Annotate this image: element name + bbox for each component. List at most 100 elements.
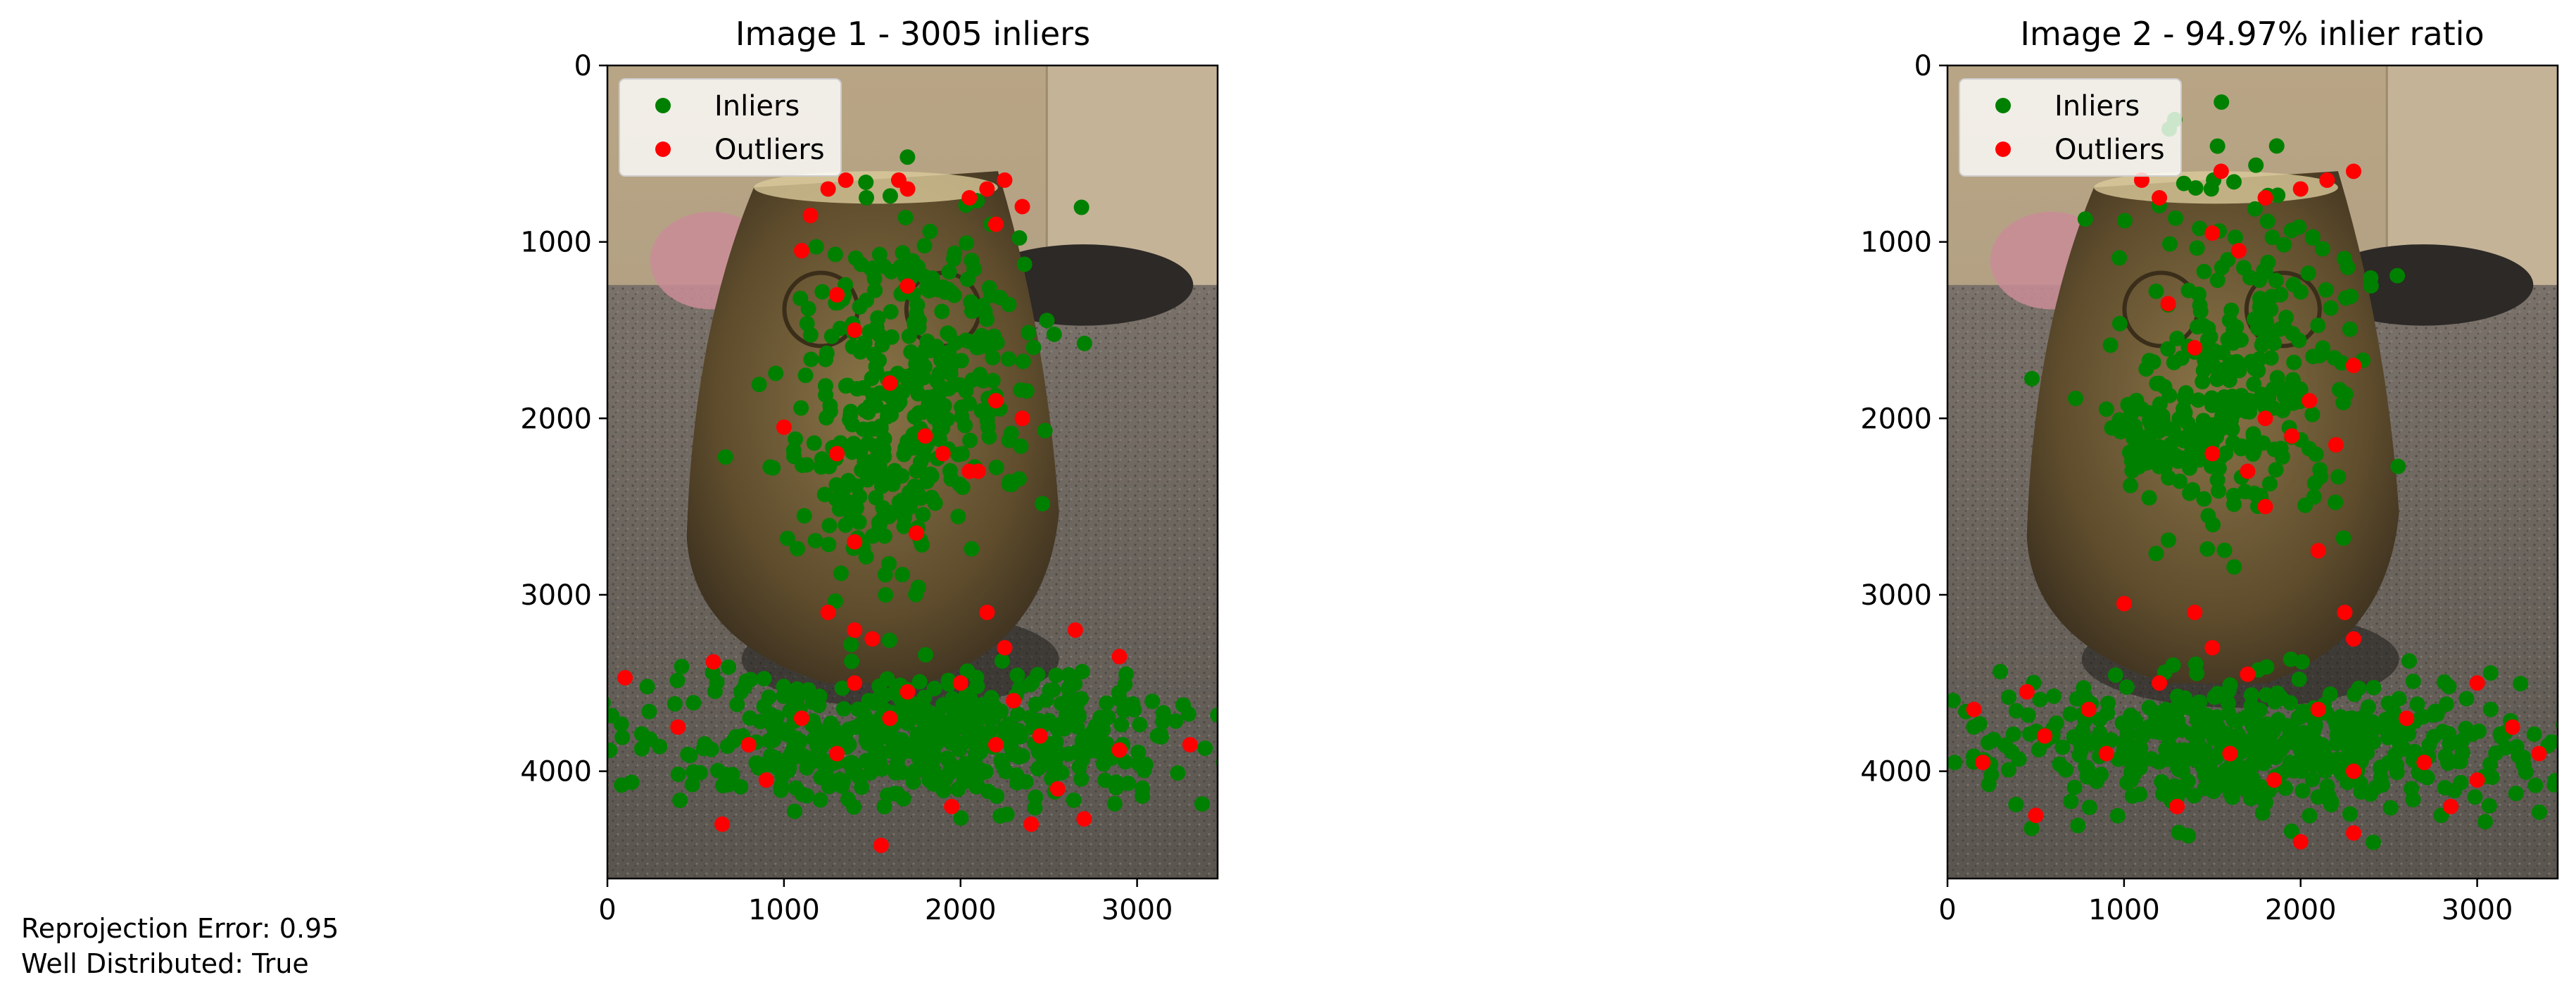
- inlier-point: [1152, 726, 1168, 743]
- inlier-point: [2389, 764, 2405, 781]
- inlier-point: [2245, 428, 2261, 444]
- outlier-point: [793, 710, 809, 726]
- inlier-point: [846, 799, 862, 815]
- inlier-point: [883, 304, 899, 320]
- inlier-point: [2310, 317, 2326, 334]
- outlier-point: [1966, 701, 1982, 717]
- inlier-point: [2291, 672, 2307, 688]
- inlier-point: [2243, 687, 2259, 703]
- inlier-point: [2112, 424, 2128, 440]
- inlier-point: [2100, 695, 2116, 712]
- inlier-point: [840, 722, 857, 738]
- inlier-point: [1045, 682, 1061, 698]
- inlier-point: [2342, 321, 2358, 337]
- x-tick-label: 2000: [2265, 894, 2337, 926]
- inlier-point: [936, 714, 952, 730]
- inlier-point: [2151, 375, 2167, 391]
- outlier-point: [2469, 675, 2485, 691]
- inlier-point: [641, 703, 657, 719]
- y-tick-label: 3000: [520, 579, 592, 612]
- outlier-point: [829, 745, 845, 762]
- inlier-point: [1869, 686, 1884, 701]
- inlier-point: [1068, 744, 1085, 760]
- inlier-point: [2269, 370, 2285, 386]
- inlier-point: [2292, 709, 2308, 725]
- inlier-point: [950, 781, 966, 798]
- y-tick-label: 0: [1914, 50, 1932, 82]
- inlier-point: [1016, 256, 1033, 272]
- inlier-point: [859, 422, 876, 438]
- inlier-point: [831, 501, 847, 517]
- outlier-point: [917, 428, 933, 444]
- inlier-point: [2273, 287, 2289, 303]
- inlier-point: [2160, 341, 2176, 357]
- inlier-point: [2352, 775, 2368, 791]
- inlier-point: [1883, 798, 1899, 814]
- outlier-point: [882, 375, 898, 391]
- inlier-point: [614, 777, 630, 793]
- inlier-point: [2008, 796, 2024, 812]
- panel-2-scatter-points: [1869, 94, 2576, 850]
- inlier-point: [1111, 691, 1128, 707]
- inlier-point: [2079, 760, 2095, 776]
- inlier-point: [2276, 237, 2292, 253]
- inlier-point: [1239, 743, 1255, 759]
- inlier-point: [994, 653, 1010, 669]
- inlier-point: [2306, 757, 2322, 773]
- inlier-point: [793, 733, 809, 749]
- inlier-point: [918, 281, 935, 297]
- inlier-point: [672, 792, 688, 808]
- inlier-point: [703, 741, 719, 757]
- inlier-point: [721, 659, 737, 675]
- inlier-point: [2092, 712, 2108, 728]
- inlier-point: [2304, 230, 2321, 246]
- inlier-point: [2363, 270, 2379, 286]
- inlier-point: [835, 734, 852, 750]
- inlier-point: [2285, 277, 2302, 293]
- inlier-point: [1971, 716, 1988, 732]
- inlier-point: [2190, 392, 2206, 408]
- outlier-point: [2284, 428, 2300, 444]
- inlier-point: [821, 517, 838, 534]
- inlier-point: [2389, 267, 2406, 284]
- inlier-point: [2209, 718, 2225, 734]
- outlier-point: [617, 669, 633, 686]
- inlier-point: [2054, 739, 2071, 755]
- outlier-point: [909, 525, 925, 541]
- inlier-point: [2349, 734, 2366, 750]
- inlier-point: [1012, 680, 1028, 696]
- inlier-point: [2187, 180, 2204, 196]
- inlier-point: [2164, 446, 2180, 462]
- inlier-point: [876, 258, 892, 275]
- inlier-point: [1061, 667, 1077, 683]
- inlier-point: [2396, 741, 2412, 757]
- inlier-point: [2283, 823, 2299, 839]
- inlier-point: [2337, 290, 2354, 306]
- inlier-point: [2373, 759, 2389, 775]
- panel-2-title: Image 2 - 94.97% inlier ratio: [2020, 15, 2484, 53]
- legend-outliers-marker: [655, 141, 671, 157]
- inlier-point: [1180, 706, 1197, 722]
- inlier-point: [2247, 201, 2263, 217]
- inlier-point: [2119, 679, 2135, 695]
- inlier-point: [959, 663, 976, 679]
- inlier-point: [808, 239, 824, 255]
- inlier-point: [2385, 704, 2401, 720]
- inlier-point: [2282, 755, 2298, 771]
- outlier-point: [1014, 410, 1030, 427]
- inlier-point: [2567, 723, 2576, 738]
- inlier-point: [2111, 412, 2128, 428]
- inlier-point: [2374, 776, 2390, 793]
- outlier-point: [2345, 163, 2361, 180]
- inlier-point: [862, 469, 878, 485]
- inlier-point: [2004, 743, 2020, 760]
- inlier-point: [2248, 157, 2264, 173]
- outlier-point: [2204, 225, 2221, 241]
- inlier-point: [1014, 748, 1030, 764]
- inlier-point: [785, 448, 802, 465]
- outlier-point: [2345, 358, 2361, 374]
- reprojection-error-text: Reprojection Error: 0.95: [21, 913, 339, 944]
- inlier-point: [2315, 340, 2331, 356]
- inlier-point: [2405, 673, 2421, 689]
- inlier-point: [1035, 496, 1051, 512]
